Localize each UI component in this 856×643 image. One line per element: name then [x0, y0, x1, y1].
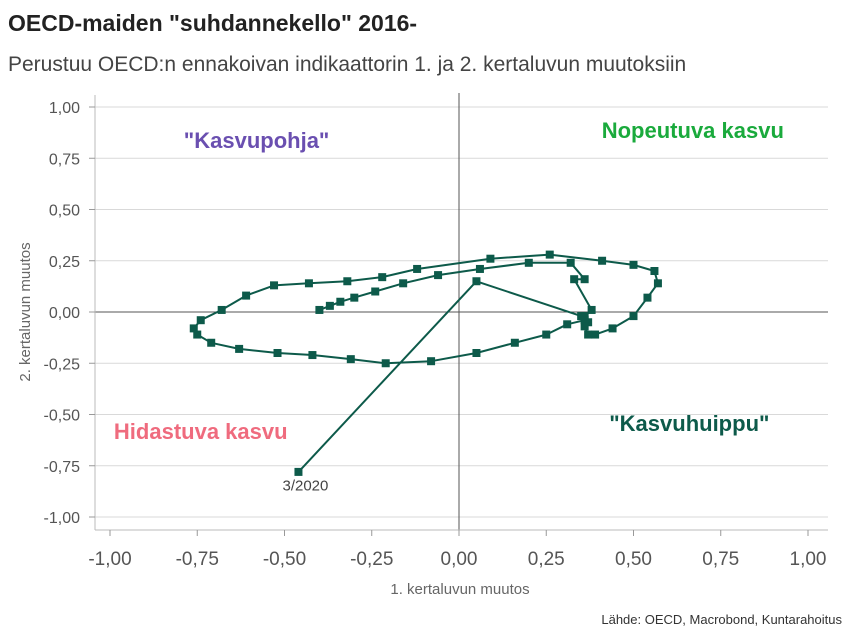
grid-lines	[95, 106, 828, 518]
data-point	[563, 320, 572, 329]
data-point	[653, 279, 662, 288]
data-point	[510, 338, 519, 347]
data-point	[629, 260, 638, 269]
data-point	[378, 273, 387, 282]
x-tick-label: 0,50	[615, 549, 652, 570]
quadrant-label: Hidastuva kasvu	[114, 419, 288, 444]
data-point	[193, 330, 202, 339]
data-point	[304, 279, 313, 288]
data-point	[413, 264, 422, 273]
series-path	[189, 250, 662, 476]
x-tick-label: -0,25	[350, 549, 393, 570]
y-tick-labels: -1,00 -0,75 -0,50 -0,25 0,00 0,25 0,50 0,75 1,00	[44, 100, 95, 527]
data-point	[235, 344, 244, 353]
series-line	[192, 253, 659, 473]
data-point	[399, 279, 408, 288]
data-point	[371, 287, 380, 296]
x-tick-labels: -1,00 -0,75 -0,50 -0,25 0,00 0,25 0,50 0,75 1,00	[88, 530, 826, 570]
data-point	[598, 256, 607, 265]
data-point	[650, 267, 659, 275]
x-axis-label: 1. kertaluvun muutos	[390, 581, 529, 598]
data-point	[217, 305, 226, 314]
chart-title: OECD-maiden "suhdannekello" 2016-	[8, 10, 418, 36]
quadrant-label: Nopeutuva kasvu	[602, 118, 784, 143]
data-point	[545, 250, 554, 259]
data-point	[207, 338, 216, 347]
x-tick-label: 0,00	[441, 549, 478, 570]
data-point	[381, 359, 390, 368]
data-point	[343, 277, 352, 286]
y-tick-label: -0,25	[44, 356, 81, 373]
y-tick-label: 0,50	[49, 203, 80, 220]
y-tick-label: 0,75	[49, 151, 80, 168]
data-point	[570, 275, 579, 284]
data-point	[486, 254, 495, 263]
data-point	[336, 297, 345, 306]
data-point	[566, 258, 575, 267]
data-point	[608, 324, 617, 333]
quadrant-label: "Kasvupohja"	[184, 128, 330, 153]
data-point	[434, 271, 443, 280]
data-point	[294, 467, 303, 476]
data-point	[587, 305, 596, 314]
y-tick-label: 0,00	[49, 305, 80, 322]
chart-subtitle: Perustuu OECD:n ennakoivan indikaattorin…	[8, 53, 687, 76]
data-point	[577, 312, 586, 321]
data-point	[427, 357, 436, 366]
data-point	[643, 293, 652, 302]
quadrant-labels: "Kasvupohja" Nopeutuva kasvu Hidastuva kas…	[114, 118, 784, 495]
data-point	[346, 355, 355, 364]
data-point	[270, 281, 279, 290]
data-point	[273, 349, 282, 357]
data-point	[242, 291, 251, 300]
data-point	[189, 324, 198, 333]
x-tick-label: 0,75	[702, 549, 739, 570]
data-point	[350, 293, 359, 302]
data-point	[591, 330, 600, 339]
x-tick-label: -1,00	[88, 549, 131, 570]
endpoint-label: 3/2020	[282, 477, 328, 494]
data-point	[196, 316, 205, 325]
data-point	[475, 264, 484, 273]
data-point	[472, 349, 481, 357]
x-tick-label: -0,75	[176, 549, 219, 570]
data-point	[580, 275, 589, 284]
y-tick-label: -0,75	[44, 459, 81, 476]
data-point	[325, 301, 334, 310]
x-tick-label: 0,25	[528, 549, 565, 570]
quadrant-label: "Kasvuhuippu"	[609, 411, 769, 436]
data-point	[629, 312, 638, 321]
data-point	[542, 330, 551, 339]
data-point	[308, 351, 317, 360]
y-tick-label: -1,00	[44, 510, 81, 527]
data-point	[524, 258, 533, 267]
data-point	[580, 316, 589, 325]
source-note: Lähde: OECD, Macrobond, Kuntarahoitus	[601, 612, 842, 627]
y-tick-label: -0,50	[44, 408, 81, 425]
y-axis-label: 2. kertaluvun muutos	[17, 242, 34, 381]
y-tick-label: 0,25	[49, 254, 80, 271]
data-point	[584, 330, 593, 339]
x-tick-label: 1,00	[790, 549, 827, 570]
data-point	[315, 305, 324, 314]
y-tick-label: 1,00	[49, 100, 80, 117]
x-tick-label: -0,50	[263, 549, 306, 570]
data-point	[580, 322, 589, 331]
data-point	[472, 277, 481, 286]
